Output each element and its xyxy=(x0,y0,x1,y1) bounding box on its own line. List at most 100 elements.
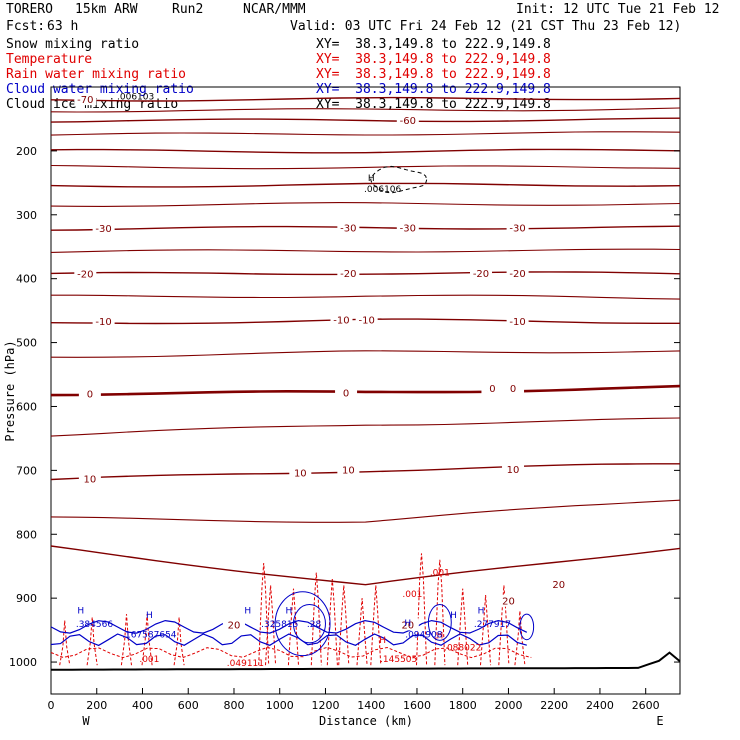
rain-contour xyxy=(258,562,270,666)
rain-label: H xyxy=(379,636,386,646)
isotherm-label: 10 xyxy=(84,475,97,486)
ice-label: H xyxy=(368,174,375,184)
isotherm-label: 10 xyxy=(507,465,520,476)
isotherm-label: 20 xyxy=(228,620,241,631)
isotherm-label-bg xyxy=(289,466,312,479)
x-tick-label: 800 xyxy=(223,699,244,712)
isotherm-line xyxy=(50,350,681,358)
y-tick-label: 600 xyxy=(16,400,37,413)
west-label: W xyxy=(82,714,90,728)
y-tick-label: 1000 xyxy=(9,656,37,669)
isotherm-line xyxy=(50,96,681,102)
x-tick-label: 1600 xyxy=(403,699,431,712)
isotherm-label: 0 xyxy=(343,388,349,399)
rain-label: .049111 xyxy=(227,659,264,669)
isotherm-line xyxy=(50,384,681,397)
isotherm-label: -10 xyxy=(358,316,374,327)
isotherm-label: -30 xyxy=(400,224,416,235)
x-tick-label: 2600 xyxy=(632,699,660,712)
y-tick-label: 200 xyxy=(16,145,37,158)
isotherm-line xyxy=(50,225,681,231)
cloud-water-label: H xyxy=(478,607,485,617)
isotherm-label-bg xyxy=(506,266,529,279)
isotherm-label-bg xyxy=(335,386,358,399)
isotherm-label: -10 xyxy=(509,317,525,328)
rain-contour xyxy=(86,617,98,666)
legend-entry-xy: XY= 38.3,149.8 to 222.9,149.8 xyxy=(316,37,551,52)
isotherm-label: -20 xyxy=(473,269,489,280)
cloud-water-contour xyxy=(274,591,331,657)
header-run: Run2 xyxy=(172,2,204,17)
y-tick-label: 900 xyxy=(16,592,37,605)
rain-contour xyxy=(265,585,277,666)
cloud-ice-contour xyxy=(370,165,428,194)
isotherm-label: -30 xyxy=(95,224,111,235)
cloud-water-label: H xyxy=(450,611,457,621)
isotherm-label-bg xyxy=(74,267,97,280)
isotherm-label-bg xyxy=(355,313,378,326)
cloud-water-label: .325815 xyxy=(261,620,298,630)
legend-entry-xy: XY= 38.3,149.8 to 222.9,149.8 xyxy=(316,67,551,82)
cloud-water-contour xyxy=(519,613,535,641)
cloud-water-label: .094908 xyxy=(405,630,442,640)
rain-contour xyxy=(120,614,132,666)
isotherm-label-bg xyxy=(396,618,419,631)
cloud-water-label: H xyxy=(77,607,84,617)
y-tick-label: 400 xyxy=(16,273,37,286)
rain-label: H xyxy=(436,632,443,642)
header-org: NCAR/MMM xyxy=(243,2,306,17)
isotherm-label-bg xyxy=(502,463,525,476)
isotherm-label-bg xyxy=(506,221,529,234)
cloud-water-contour xyxy=(50,633,527,647)
x-tick-label: 0 xyxy=(48,699,55,712)
rain-contour xyxy=(370,585,382,666)
header-init: Init: 12 UTC Tue 21 Feb 12 xyxy=(516,2,720,17)
rain-contour xyxy=(434,559,446,666)
cloud-water-label: H xyxy=(404,619,411,629)
rain-contour xyxy=(338,585,350,666)
isotherm-label: -70 xyxy=(77,95,93,106)
cloud-water-label: H xyxy=(244,607,251,617)
isotherm-label: 0 xyxy=(87,390,93,401)
isotherm-label-bg xyxy=(506,314,529,327)
cloud-water-label: H xyxy=(146,611,153,621)
y-tick-label: 700 xyxy=(16,464,37,477)
rain-label: .001 xyxy=(402,590,422,600)
isotherm-label: 20 xyxy=(401,620,414,631)
header-model: TORERO xyxy=(6,2,53,17)
terrain-line xyxy=(51,651,681,671)
legend-entry-name: Snow mixing ratio xyxy=(6,37,140,52)
rain-contour xyxy=(356,598,368,666)
isotherm-label-bg xyxy=(330,313,353,326)
isotherm-label-bg xyxy=(337,463,360,476)
cloud-water-contour xyxy=(50,619,528,634)
y-tick-label: 800 xyxy=(16,528,37,541)
isotherm-label-bg xyxy=(78,387,101,400)
isotherm-label-bg xyxy=(502,381,525,394)
cloud-water-contour xyxy=(427,604,452,641)
header-fcst-value: 63 h xyxy=(47,19,79,34)
x-tick-label: 200 xyxy=(86,699,107,712)
isotherm-line xyxy=(50,417,681,437)
isotherm-label-bg xyxy=(78,472,101,485)
cloud-water-contour xyxy=(292,604,326,644)
isotherm-line xyxy=(50,545,681,586)
rain-label: .001 xyxy=(139,655,159,665)
x-tick-label: 2200 xyxy=(540,699,568,712)
x-axis-title: Distance (km) xyxy=(319,714,413,728)
x-tick-label: 2400 xyxy=(586,699,614,712)
cloud-water-label: .28 xyxy=(307,620,322,630)
isotherm-label-bg xyxy=(547,578,570,591)
rain-contour xyxy=(457,588,469,666)
x-tick-label: 2000 xyxy=(494,699,522,712)
isotherm-line xyxy=(50,131,681,136)
isotherm-label: 0 xyxy=(510,384,516,395)
rain-label: .145505 xyxy=(380,655,417,665)
x-tick-label: 1000 xyxy=(266,699,294,712)
x-tick-label: 600 xyxy=(178,699,199,712)
isotherm-line xyxy=(50,271,681,276)
isotherm-label: -20 xyxy=(77,270,93,281)
isotherm-label: -30 xyxy=(509,224,525,235)
isotherm-label: -30 xyxy=(340,224,356,235)
isotherm-line xyxy=(50,107,681,113)
